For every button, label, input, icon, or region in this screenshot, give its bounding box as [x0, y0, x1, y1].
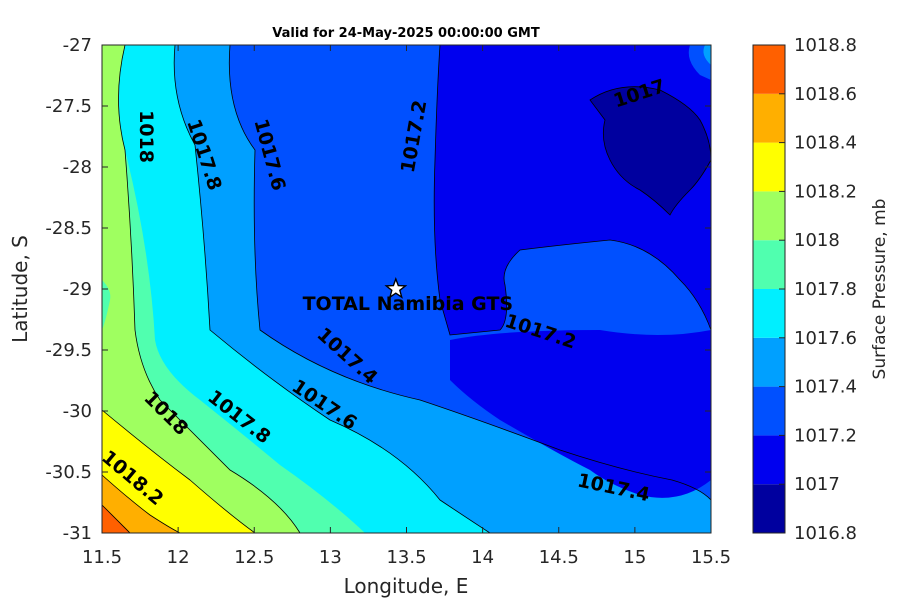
y-tick-label: -30: [63, 401, 92, 422]
colorbar: 1016.8 1017 1017.2 1017.4 1017.6 1017.8 1018 10…: [752, 35, 857, 544]
colorbar-tick-label: 1017.6: [794, 328, 857, 349]
y-tick-label: -27.5: [45, 96, 92, 117]
colorbar-tick-label: 1017: [794, 474, 840, 495]
y-tick-label: -28.5: [45, 218, 92, 239]
x-tick-label: 14.5: [539, 547, 579, 568]
contour-label: 1018: [135, 110, 157, 163]
x-tick-label: 13: [319, 547, 342, 568]
y-tick-label: -29: [63, 279, 92, 300]
x-tick-label: 12: [167, 547, 190, 568]
x-axis-label: Longitude, E: [344, 574, 469, 598]
colorbar-tick-label: 1018.2: [794, 181, 857, 202]
colorbar-band: [753, 142, 785, 192]
colorbar-tick-label: 1017.4: [794, 377, 857, 398]
site-star-icon: [384, 276, 408, 299]
x-tick-label: 14: [471, 547, 494, 568]
colorbar-band: [753, 337, 785, 387]
colorbar-label: Surface Pressure, mb: [870, 199, 890, 380]
colorbar-tick-label: 1018: [794, 230, 840, 251]
x-tick-label: 11.5: [82, 547, 122, 568]
y-tick-label: -29.5: [45, 340, 92, 361]
contour-line-1017-2: [433, 45, 711, 336]
colorbar-tick-label: 1017.8: [794, 279, 857, 300]
site-label: TOTAL Namibia GTS: [303, 293, 514, 315]
contour-line-1018-6: [102, 504, 131, 533]
colorbar-band: [753, 45, 785, 94]
y-axis: -27 -27.5 -28 -28.5 -29 -29.5 -30 -30.5 -31: [45, 35, 711, 544]
chart-title: Valid for 24-May-2025 00:00:00 GMT: [272, 26, 540, 41]
colorbar-tick-label: 1018.6: [794, 84, 857, 105]
x-tick-label: 15.5: [691, 547, 731, 568]
colorbar-band: [753, 386, 785, 436]
x-tick-label: 15: [623, 547, 646, 568]
x-axis: 11.5 12 12.5 13 13.5 14 14.5 15 15.5: [82, 45, 731, 568]
colorbar-tick-label: 1017.2: [794, 425, 857, 446]
band-1016-8: [590, 86, 711, 216]
band-1017-8-pocket: [102, 280, 111, 330]
contour-line-1018-2: [102, 409, 256, 533]
site-marker: TOTAL Namibia GTS: [303, 276, 514, 315]
colorbar-band: [753, 240, 785, 289]
band-1017-2-corner: [670, 45, 711, 80]
contour-line-1017: [589, 86, 711, 216]
colorbar-tick-label: 1018.4: [794, 133, 857, 154]
y-tick-label: -27: [63, 35, 92, 56]
x-tick-label: 13.5: [386, 547, 426, 568]
band-1018: [102, 45, 300, 533]
contour-line-1017-6: [173, 45, 491, 533]
contour-line-1017-8: [118, 45, 301, 533]
y-tick-label: -30.5: [45, 462, 92, 483]
y-tick-label: -28: [63, 157, 92, 178]
colorbar-band: [753, 93, 785, 143]
y-axis-label: Latitude, S: [8, 235, 32, 343]
colorbar-band: [753, 289, 785, 338]
contour-line-1018-4: [102, 474, 181, 533]
colorbar-band: [753, 191, 785, 241]
band-1017-4-corner: [690, 45, 711, 65]
colorbar-tick-label: 1016.8: [794, 523, 857, 544]
colorbar-tick-label: 1018.8: [794, 35, 857, 56]
contour-lines: [102, 45, 711, 533]
x-tick-label: 12.5: [234, 547, 274, 568]
band-1018-4: [102, 475, 180, 533]
colorbar-band: [753, 484, 785, 533]
y-tick-label: -31: [63, 523, 92, 544]
contour-line-1017-4: [228, 45, 711, 501]
colorbar-band: [753, 435, 785, 485]
